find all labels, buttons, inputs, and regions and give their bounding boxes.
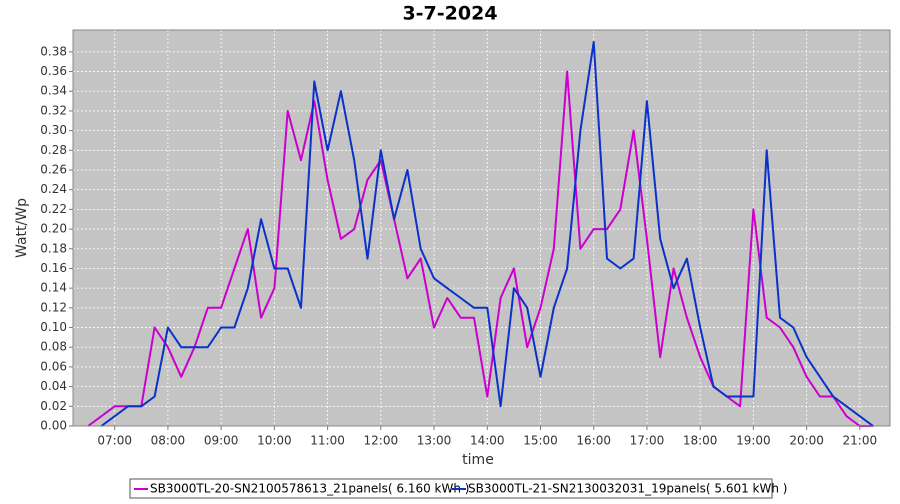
x-tick-label: 07:00	[97, 434, 132, 448]
chart-title: 3-7-2024	[402, 3, 497, 25]
y-tick-label: 0.36	[40, 64, 67, 78]
y-tick-label: 0.12	[40, 300, 67, 314]
y-tick-label: 0.22	[40, 202, 67, 216]
plot-border	[72, 29, 891, 427]
y-tick-label: 0.14	[40, 281, 67, 295]
y-tick-label: 0.20	[40, 222, 67, 236]
legend-label: SB3000TL-21-SN2130032031_19panels( 5.601…	[468, 482, 787, 496]
y-tick-label: 0.24	[40, 182, 67, 196]
y-tick-label: 0.10	[40, 320, 67, 334]
x-tick-label: 16:00	[576, 434, 611, 448]
x-tick-label: 19:00	[736, 434, 771, 448]
x-tick-label: 17:00	[630, 434, 665, 448]
x-tick-label: 08:00	[151, 434, 186, 448]
y-tick-label: 0.38	[40, 44, 67, 58]
y-tick-label: 0.26	[40, 163, 67, 177]
x-tick-label: 20:00	[789, 434, 824, 448]
series-line	[100, 41, 874, 427]
y-tick-label: 0.08	[40, 340, 67, 354]
y-tick-label: 0.34	[40, 84, 67, 98]
x-tick-label: 18:00	[683, 434, 718, 448]
y-tick-label: 0.02	[40, 399, 67, 413]
x-axis-label: time	[462, 452, 494, 468]
x-tick-label: 13:00	[417, 434, 452, 448]
x-tick-label: 09:00	[204, 434, 239, 448]
x-tick-label: 15:00	[523, 434, 558, 448]
series-line	[87, 70, 874, 427]
y-tick-label: 0.28	[40, 143, 67, 157]
x-tick-label: 21:00	[843, 434, 878, 448]
y-tick-label: 0.04	[40, 379, 67, 393]
legend	[129, 478, 773, 499]
y-tick-label: 0.32	[40, 103, 67, 117]
y-tick-label: 0.18	[40, 241, 67, 255]
y-tick-label: 0.06	[40, 359, 67, 373]
x-tick-label: 10:00	[257, 434, 292, 448]
legend-label: SB3000TL-20-SN2100578613_21panels( 6.160…	[150, 482, 469, 496]
x-tick-label: 14:00	[470, 434, 505, 448]
x-tick-label: 12:00	[364, 434, 399, 448]
y-axis-label: Watt/Wp	[14, 198, 30, 258]
x-tick-label: 11:00	[310, 434, 345, 448]
y-tick-label: 0.00	[40, 419, 67, 433]
y-tick-label: 0.30	[40, 123, 67, 137]
y-tick-label: 0.16	[40, 261, 67, 275]
